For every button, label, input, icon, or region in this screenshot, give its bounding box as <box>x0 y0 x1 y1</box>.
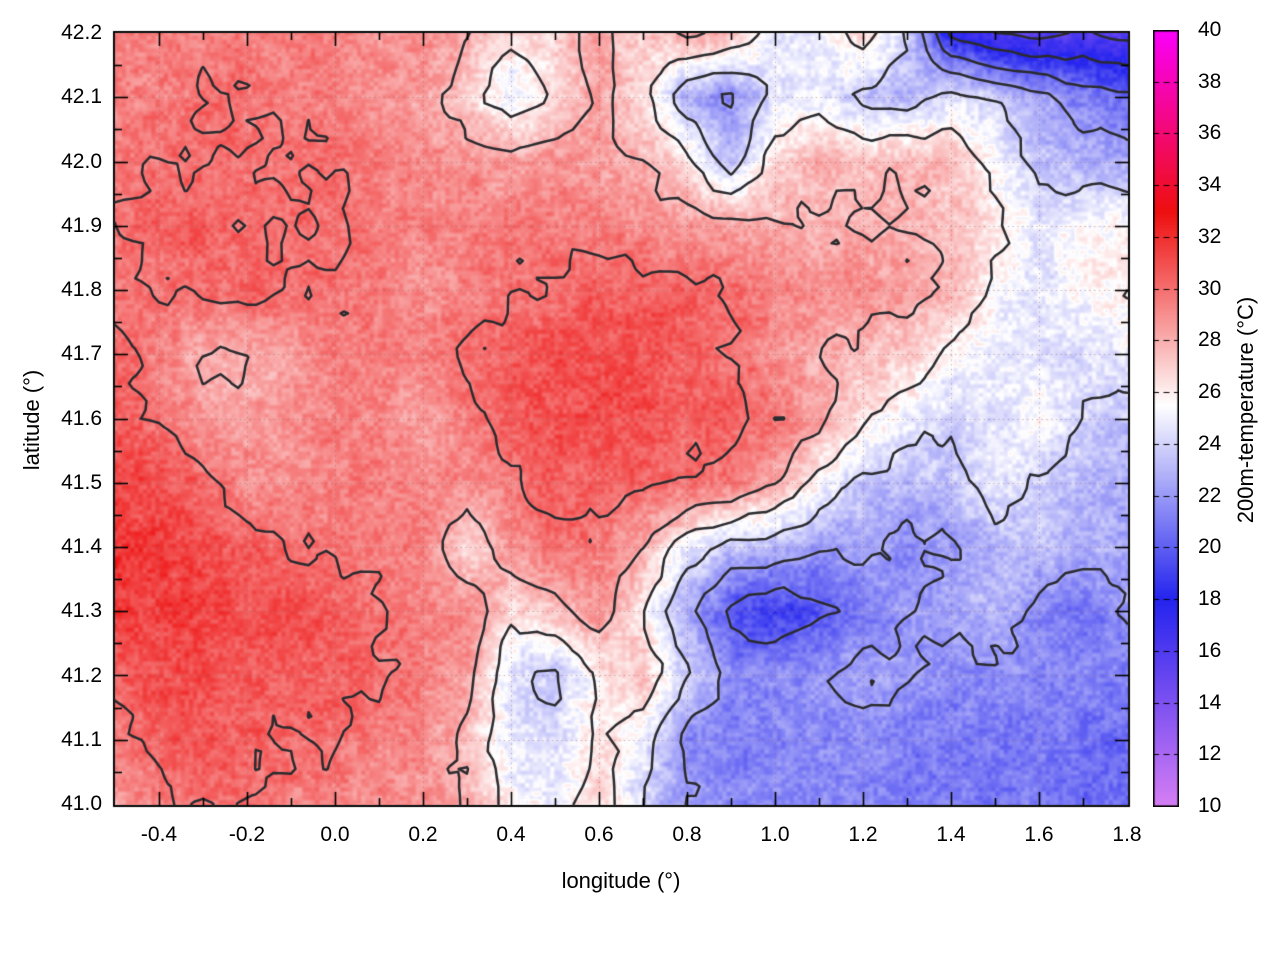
colorbar-tick-label: 38 <box>1198 69 1222 93</box>
y-tick-label: 41.2 <box>61 663 102 687</box>
x-tick-label: 1.8 <box>1112 823 1142 846</box>
colorbar-tick-label: 16 <box>1198 638 1222 662</box>
x-tick-label: -0.4 <box>140 823 178 846</box>
colorbar-tick-label: 40 <box>1198 18 1222 41</box>
colorbar-tick-label: 34 <box>1198 173 1222 197</box>
x-tick-label: 0.0 <box>320 823 350 846</box>
colorbar-tick-label: 24 <box>1198 431 1222 455</box>
x-tick-label: 1.2 <box>848 823 878 846</box>
y-tick-label: 42.1 <box>61 85 102 109</box>
y-tick-label: 41.6 <box>61 406 102 430</box>
x-tick-label: 0.6 <box>584 823 614 846</box>
colorbar-tick-label: 18 <box>1198 587 1222 611</box>
x-tick-label: 1.0 <box>760 823 790 846</box>
x-tick-label: 0.4 <box>496 823 526 846</box>
y-tick-label: 41.8 <box>61 278 102 301</box>
colorbar-tick-label: 26 <box>1198 380 1222 404</box>
x-tick-label: 0.8 <box>672 823 702 846</box>
colorbar-tick-label: 32 <box>1198 224 1222 248</box>
y-tick-label: 41.0 <box>61 792 102 815</box>
y-tick-label: 41.5 <box>61 470 102 494</box>
y-tick-label: 41.9 <box>61 213 102 237</box>
colorbar-tick-label: 14 <box>1198 690 1222 714</box>
x-axis-label: longitude (°) <box>561 868 681 893</box>
y-tick-label: 41.7 <box>61 342 102 366</box>
x-tick-label: 1.4 <box>936 823 966 846</box>
colorbar-tick-label: 12 <box>1198 742 1222 766</box>
y-axis-label: latitude (°) <box>19 369 44 471</box>
colorbar-tick-label: 10 <box>1198 794 1222 817</box>
colorbar-label: 200m-temperature (°C) <box>1233 296 1258 524</box>
y-tick-label: 42.0 <box>61 149 102 173</box>
colorbar-tick-label: 22 <box>1198 483 1222 507</box>
colorbar-tick-label: 28 <box>1198 328 1222 352</box>
y-tick-label: 42.2 <box>61 21 102 44</box>
x-tick-label: 0.2 <box>408 823 438 846</box>
y-tick-label: 41.4 <box>61 535 102 558</box>
x-tick-label: 1.6 <box>1024 823 1054 846</box>
colorbar-tick-label: 30 <box>1198 276 1222 300</box>
y-tick-label: 41.3 <box>61 599 102 623</box>
x-tick-label: -0.2 <box>228 823 266 846</box>
y-tick-label: 41.1 <box>61 727 102 751</box>
colorbar-tick-label: 36 <box>1198 121 1222 145</box>
colorbar-tick-label: 20 <box>1198 535 1222 559</box>
